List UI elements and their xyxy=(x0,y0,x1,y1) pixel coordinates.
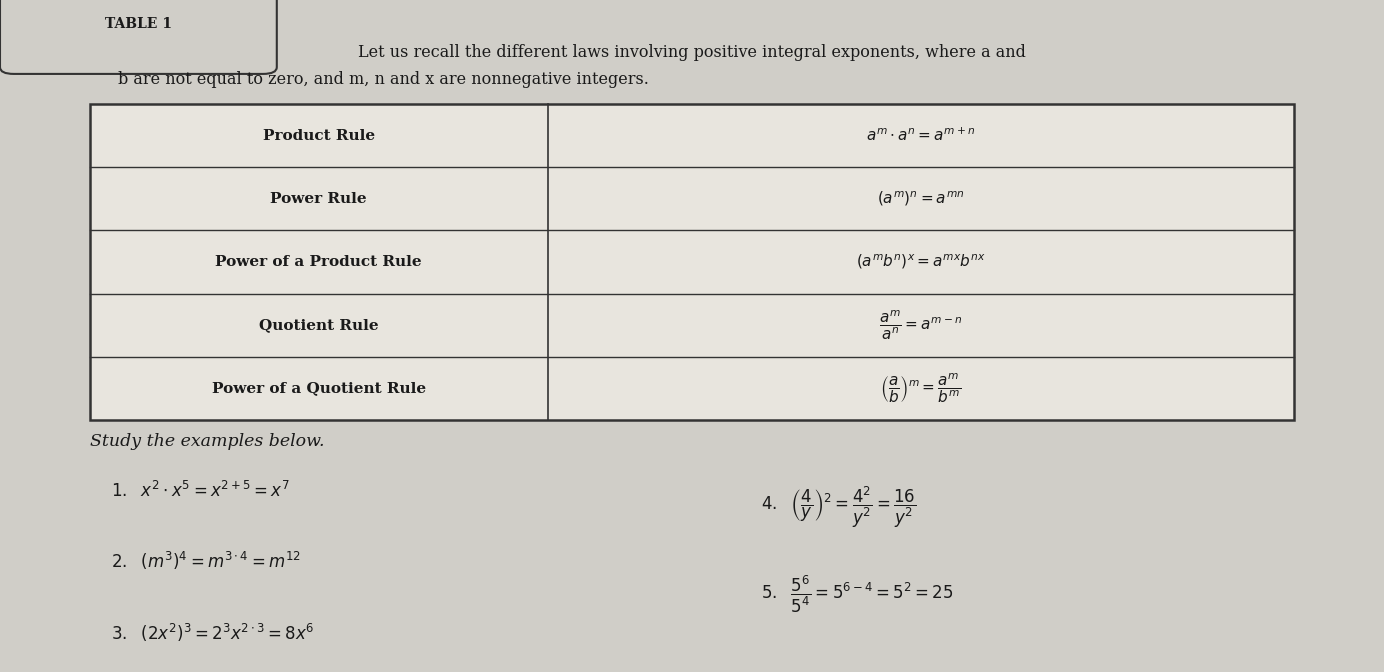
Text: $a^m \cdot a^n = a^{m+n}$: $a^m \cdot a^n = a^{m+n}$ xyxy=(866,127,976,144)
Text: $2.\ \ (m^3)^4 = m^{3 \cdot 4} = m^{12}$: $2.\ \ (m^3)^4 = m^{3 \cdot 4} = m^{12}$ xyxy=(111,550,300,572)
Text: $4.\ \ \left(\dfrac{4}{y}\right)^2 = \dfrac{4^2}{y^2} = \dfrac{16}{y^2}$: $4.\ \ \left(\dfrac{4}{y}\right)^2 = \df… xyxy=(761,485,916,530)
Text: $(a^m b^n)^x = a^{mx} b^{nx}$: $(a^m b^n)^x = a^{mx} b^{nx}$ xyxy=(855,253,985,271)
Text: $3.\ \ (2x^2)^3 = 2^3 x^{2 \cdot 3} = 8x^6$: $3.\ \ (2x^2)^3 = 2^3 x^{2 \cdot 3} = 8x… xyxy=(111,622,314,644)
FancyBboxPatch shape xyxy=(0,0,277,74)
Text: Study the examples below.: Study the examples below. xyxy=(90,433,324,450)
Text: $\left(\dfrac{a}{b}\right)^m = \dfrac{a^m}{b^m}$: $\left(\dfrac{a}{b}\right)^m = \dfrac{a^… xyxy=(880,372,962,405)
Text: TABLE 1: TABLE 1 xyxy=(105,17,172,30)
Text: $1.\ \ x^2 \cdot x^5 = x^{2+5} = x^7$: $1.\ \ x^2 \cdot x^5 = x^{2+5} = x^7$ xyxy=(111,480,289,501)
Text: Power of a Product Rule: Power of a Product Rule xyxy=(216,255,422,269)
Text: b are not equal to zero, and m, n and x are nonnegative integers.: b are not equal to zero, and m, n and x … xyxy=(118,71,649,87)
Text: Product Rule: Product Rule xyxy=(263,129,375,142)
Text: $(a^m)^n = a^{mn}$: $(a^m)^n = a^{mn}$ xyxy=(877,190,965,208)
Bar xyxy=(90,104,1294,420)
Text: $5.\ \ \dfrac{5^6}{5^4} = 5^{6-4} = 5^2 = 25$: $5.\ \ \dfrac{5^6}{5^4} = 5^{6-4} = 5^2 … xyxy=(761,574,954,616)
Text: Quotient Rule: Quotient Rule xyxy=(259,319,379,332)
Text: Power of a Quotient Rule: Power of a Quotient Rule xyxy=(212,382,426,395)
Text: $\dfrac{a^m}{a^n} = a^{m-n}$: $\dfrac{a^m}{a^n} = a^{m-n}$ xyxy=(879,308,962,342)
Text: Let us recall the different laws involving positive integral exponents, where a : Let us recall the different laws involvi… xyxy=(358,44,1026,60)
Text: Power Rule: Power Rule xyxy=(270,192,367,206)
